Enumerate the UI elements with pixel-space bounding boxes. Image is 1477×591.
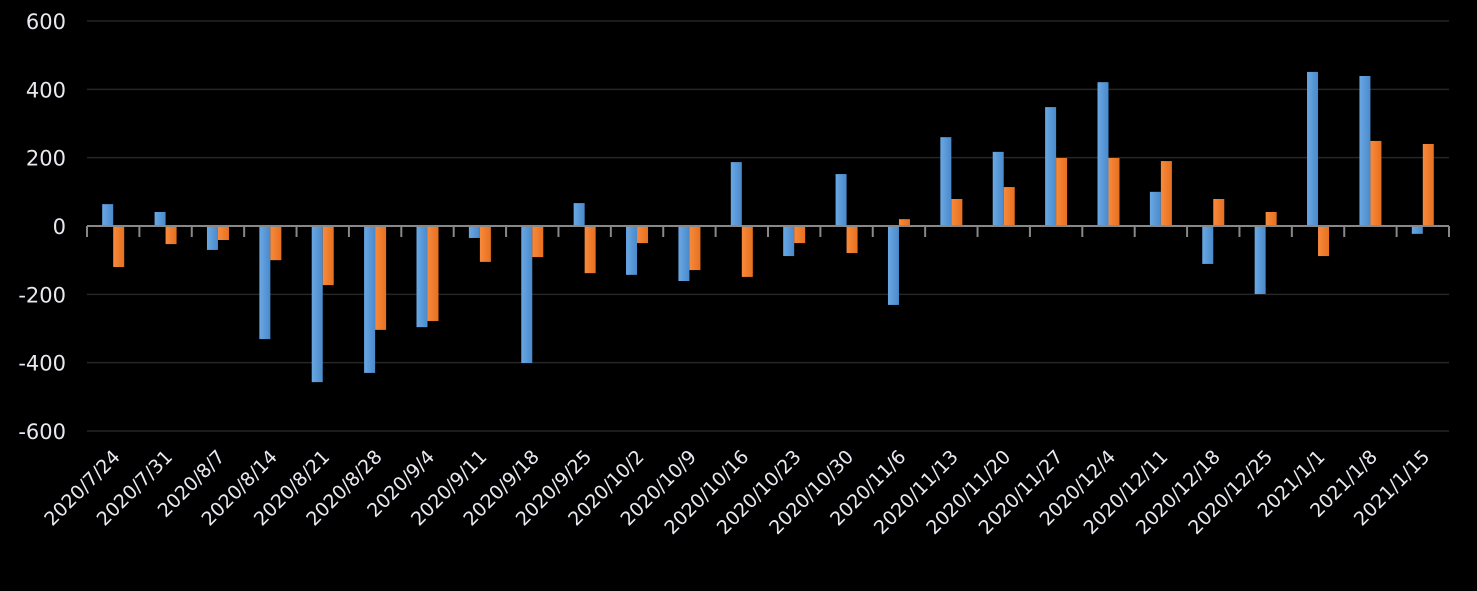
y-tick-label: -400	[18, 352, 66, 376]
bar-series-2	[322, 226, 334, 286]
bar-series-2	[270, 226, 282, 261]
y-tick-label: 200	[26, 147, 66, 171]
bar-series-2	[1056, 158, 1068, 226]
bar-series-1	[783, 226, 795, 257]
x-axis	[86, 225, 1450, 237]
bar-series-1	[573, 203, 585, 226]
bar-series-1	[1202, 226, 1214, 264]
bar-series-1	[1359, 76, 1371, 226]
bar-series-1	[1307, 71, 1319, 227]
bar-series-2	[165, 226, 177, 245]
bar-series-2	[584, 226, 596, 274]
bar-series-1	[678, 226, 690, 282]
bars	[102, 71, 1434, 383]
bar-series-1	[102, 204, 114, 226]
bar-series-2	[794, 226, 806, 244]
bar-series-1	[154, 211, 166, 226]
x-axis-ticks: 2020/7/242020/7/312020/8/72020/8/142020/…	[40, 446, 1434, 539]
bar-series-2	[1318, 226, 1330, 257]
bar-series-1	[1149, 191, 1161, 226]
bar-series-2	[1213, 199, 1225, 226]
bar-series-2	[1265, 211, 1277, 226]
bar-series-2	[217, 226, 229, 241]
bar-series-2	[637, 226, 649, 244]
bar-series-1	[259, 226, 271, 340]
y-tick-label: 400	[26, 78, 66, 102]
bar-series-1	[206, 226, 218, 250]
bar-series-1	[1045, 107, 1057, 226]
y-axis-ticks: 600 400 200 0 -200 -400 -600	[18, 10, 66, 444]
y-tick-label: -200	[18, 283, 66, 307]
bar-series-1	[311, 226, 323, 383]
bar-series-1	[940, 137, 952, 226]
bar-series-1	[468, 226, 480, 238]
bar-series-2	[113, 226, 125, 267]
bar-series-1	[887, 226, 899, 305]
y-tick-label: -600	[18, 420, 66, 444]
bar-series-2	[1108, 158, 1120, 226]
bar-series-2	[846, 226, 858, 253]
bar-series-1	[364, 226, 376, 373]
bar-series-2	[375, 226, 387, 330]
y-tick-label: 0	[53, 215, 66, 239]
bar-series-2	[1422, 144, 1434, 226]
y-tick-label: 600	[26, 10, 66, 34]
bar-series-1	[626, 226, 638, 275]
bar-series-1	[521, 226, 533, 364]
bar-series-2	[1370, 140, 1382, 226]
bar-series-2	[1160, 161, 1172, 226]
bar-series-2	[689, 226, 701, 271]
bar-series-1	[992, 151, 1004, 226]
bar-series-2	[898, 219, 910, 226]
bar-series-1	[1097, 82, 1109, 227]
bar-series-2	[427, 226, 439, 321]
bar-series-2	[741, 226, 753, 277]
bar-series-2	[532, 226, 544, 258]
bar-series-1	[730, 162, 742, 226]
bar-series-1	[1254, 226, 1266, 294]
bar-series-1	[835, 174, 847, 226]
bar-series-2	[1003, 187, 1015, 226]
bar-series-2	[479, 226, 491, 262]
bar-series-1	[1411, 226, 1423, 234]
bar-series-1	[416, 226, 428, 328]
bar-series-2	[951, 199, 963, 226]
